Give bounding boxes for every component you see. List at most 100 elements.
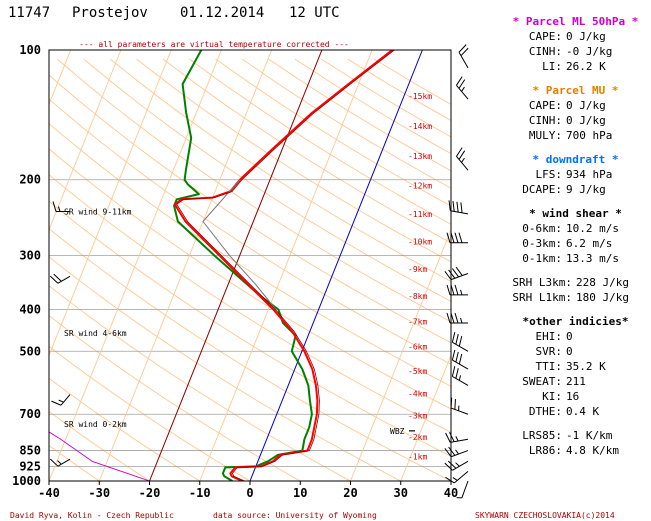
wind-shear-rows: 0-6km: 10.2 m/s 0-3km: 6.2 m/s 0-1km: 13.3 m/…: [500, 221, 651, 266]
wind-barb-feather: [460, 47, 469, 57]
sounding-profiles: [49, 50, 415, 481]
index-key: SVR:: [535, 345, 563, 358]
wind-barb-feather: [450, 284, 455, 296]
index-value: 26.2 K: [566, 60, 606, 73]
index-value: 0.4 K: [566, 405, 600, 418]
parcel-mu-title: * Parcel MU *: [532, 84, 619, 97]
parcel-ml-curve: [49, 431, 150, 481]
isotherm-line: [199, 50, 373, 481]
isotherm-zero-line: [249, 50, 423, 481]
wind-barb-half-feather: [58, 399, 64, 403]
wind-barb-feather: [458, 335, 463, 347]
temperature-tick-label: 40: [444, 486, 458, 500]
index-row: TTI: 35.2 K: [500, 359, 651, 374]
dry-adiabat-line: [109, 58, 451, 282]
wind-barb-feather: [458, 150, 466, 160]
wind-barb-half-feather: [460, 317, 463, 324]
wind-barb-feather: [51, 400, 62, 406]
pressure-tick-label: 200: [19, 173, 41, 187]
isotherm-minus20-line: [149, 50, 323, 481]
wind-barb-feather: [454, 284, 459, 296]
wind-barb-feather: [460, 202, 463, 213]
index-row: CINH: -0 J/kg: [500, 44, 651, 59]
wind-barb-staff: [60, 394, 71, 406]
index-row: DCAPE: 9 J/kg: [500, 182, 651, 197]
index-value: 16: [566, 390, 580, 403]
wind-barb-feather: [458, 44, 467, 53]
height-level-label: -3km: [408, 412, 427, 421]
wind-barb-feather: [446, 284, 451, 296]
parcel-mu-rows: CAPE: 0 J/kg CINH: 0 J/kg MULY: 700 hPa: [500, 98, 651, 143]
pressure-tick-label: 850: [19, 444, 41, 458]
sr-wind-layer-label: SR wind 4-6km: [64, 329, 127, 338]
wind-barb-half-feather: [461, 157, 465, 163]
index-key: SWEAT:: [522, 375, 562, 388]
wind-barb-feather: [52, 201, 57, 212]
wind-barb: [448, 200, 469, 215]
index-value: 0 J/kg: [566, 30, 606, 43]
height-level-label: -11km: [408, 210, 432, 219]
index-key: 0-1km:: [522, 252, 562, 265]
height-level-label: -2km: [408, 433, 427, 442]
index-key: CINH:: [528, 45, 562, 58]
copyright-credit: SKYWARN CZECHOSLOVAKIA(c)2014: [475, 511, 615, 520]
index-row: KI: 16: [500, 389, 651, 404]
temperature-tick-label: -30: [88, 486, 110, 500]
wind-barb: [52, 201, 70, 213]
wind-barb-feather: [445, 476, 455, 484]
wind-barb-feather: [49, 458, 59, 467]
indices-panel: * Parcel ML 50hPa * CAPE: 0 J/kg CINH: -0 J…: [500, 14, 651, 458]
wind-barb-feather: [458, 79, 466, 89]
index-row: EHI: 0: [500, 329, 651, 344]
author-credit: David Ryva, Kolin - Czech Republic: [10, 511, 174, 520]
wind-barb-staff: [452, 359, 469, 370]
index-row: MULY: 700 hPa: [500, 128, 651, 143]
wind-barb: [49, 273, 71, 284]
wind-barb: [451, 331, 469, 352]
temperature-tick-label: 20: [343, 486, 357, 500]
wind-barb: [444, 446, 469, 458]
height-labels: -1km -2km -3km -4km -5km -6km -7km -8km -9km -10k…: [408, 92, 432, 461]
pressure-tick-label: 500: [19, 344, 41, 358]
lapse-rate-rows: LRS85: -1 K/km LR86: 4.8 K/km: [500, 428, 651, 458]
wind-barb: [445, 471, 469, 484]
wbz-label: WBZ: [390, 427, 405, 436]
dry-adiabat-line: [57, 58, 451, 323]
isotherm-line: [400, 354, 451, 481]
other-indices-rows: EHI: 0 SVR: 0 TTI: 35.2 K SWEAT: 211 KI: 16 DTHE: 0…: [500, 329, 651, 419]
wind-barb-feather: [445, 432, 451, 443]
index-value: 6.2 m/s: [566, 237, 613, 250]
parcel-ml-rows: CAPE: 0 J/kg CINH: -0 J/kg LI: 26.2 K: [500, 29, 651, 74]
height-level-label: -15km: [408, 92, 432, 101]
wind-barb: [456, 147, 469, 171]
dry-adiabats: [49, 58, 451, 481]
wind-barb-staff: [450, 210, 469, 215]
wind-barb-feather: [448, 200, 451, 211]
wind-barb-feather: [448, 446, 456, 456]
wind-barb-staff: [450, 450, 469, 458]
dry-adiabat-line: [49, 377, 201, 481]
wind-barb-feather: [455, 333, 459, 345]
wind-barb-feather: [452, 201, 455, 212]
wind-barb-feather: [451, 349, 456, 361]
temperature-tick-label: 0: [246, 486, 253, 500]
index-value: 0: [566, 330, 573, 343]
wind-barb-staff: [456, 156, 469, 171]
dry-adiabat-line: [136, 58, 451, 263]
wind-barb-feather: [450, 312, 455, 324]
index-key: 0-3km:: [522, 237, 562, 250]
isotherms: [49, 50, 451, 481]
index-row: LR86: 4.8 K/km: [500, 443, 651, 458]
isotherm-line: [49, 50, 172, 357]
index-key: KI:: [542, 390, 562, 403]
srh-rows: SRH L3km: 228 J/kg SRH L1km: 180 J/kg: [500, 275, 651, 305]
plot-frame: [48, 49, 452, 482]
wind-barb: [444, 266, 469, 281]
index-value: 180 J/kg: [576, 291, 629, 304]
wind-barbs: [49, 44, 469, 499]
temperature-tick-label: -40: [38, 486, 60, 500]
dry-adiabat-line: [49, 285, 352, 481]
isotherm-line: [49, 50, 222, 481]
index-key: LFS:: [535, 168, 563, 181]
